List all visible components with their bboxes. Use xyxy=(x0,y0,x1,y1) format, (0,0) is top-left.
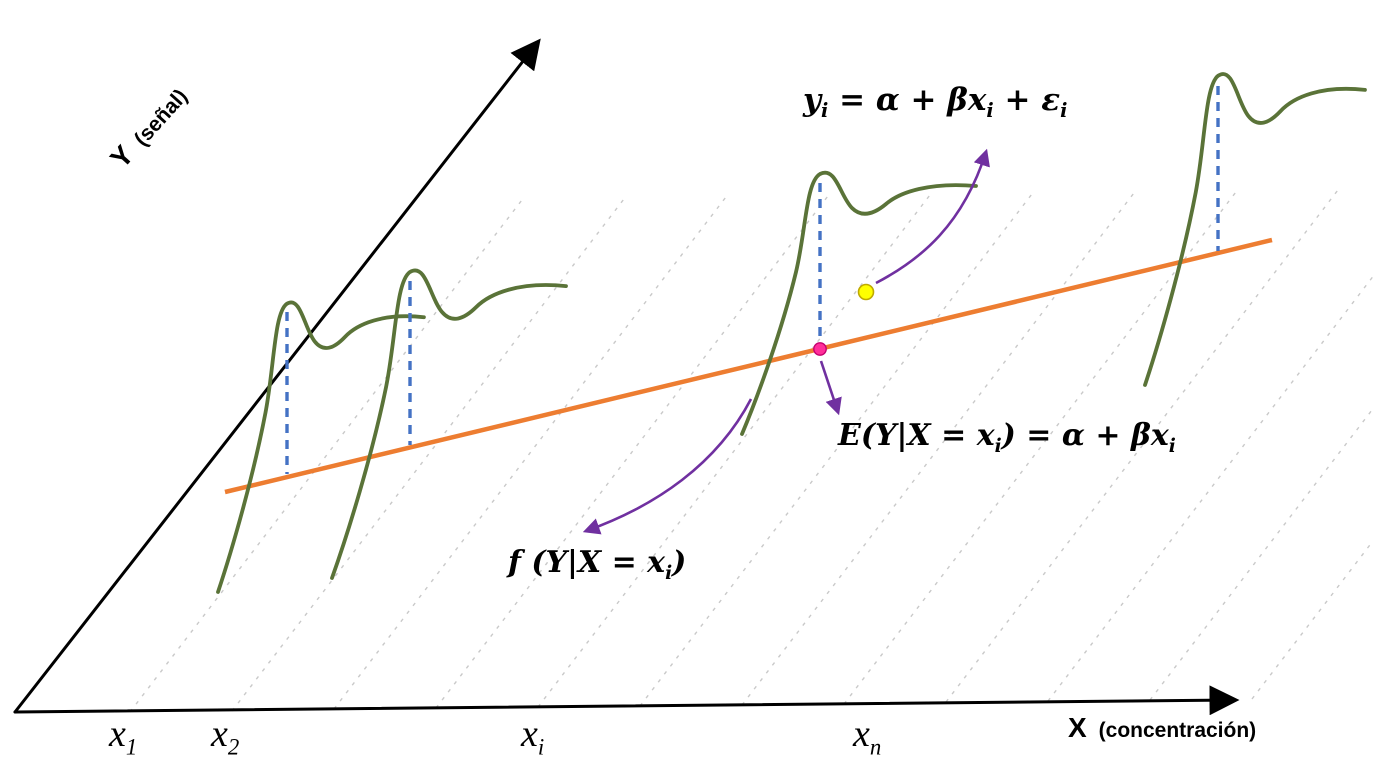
depth-grid-line xyxy=(1251,539,1373,700)
depth-grid-line xyxy=(843,187,1240,705)
arrow-to-mean-formula xyxy=(819,360,842,416)
arrow-to-model-formula xyxy=(875,148,990,285)
observed-point xyxy=(857,283,875,301)
x-axis-subtitle: (concentración) xyxy=(1098,719,1257,742)
depth-grid-line xyxy=(435,191,832,709)
x-axis-line xyxy=(13,685,1240,716)
density-curves xyxy=(218,74,1365,592)
depth-grid-line xyxy=(639,189,1036,707)
x-axis-title: X xyxy=(1068,712,1088,743)
mean-drop-lines xyxy=(285,86,1220,474)
depth-grid-lines xyxy=(129,185,1373,713)
tick-xi: xi xyxy=(521,713,545,760)
depth-grid-line xyxy=(537,190,934,708)
axes xyxy=(13,38,1240,716)
x-axis-label: X (concentración) xyxy=(1068,712,1256,744)
depth-grid-line xyxy=(129,195,526,713)
density-curve-xn xyxy=(1145,74,1365,385)
conditional-mean-formula: E(Y|X = xi) = α + βxi xyxy=(838,418,1176,457)
y-axis-line xyxy=(13,38,541,714)
annotation-arrows xyxy=(582,148,990,535)
density-formula: f (Y|X = xi) xyxy=(508,545,687,584)
depth-grid-line xyxy=(333,192,730,710)
tick-x1: x1 xyxy=(109,713,138,760)
tick-x2: x2 xyxy=(211,713,240,760)
depth-grid-line xyxy=(945,185,1342,703)
depth-grid-line xyxy=(741,188,1138,706)
regression-line xyxy=(224,237,1273,495)
density-curve-x2 xyxy=(332,270,566,578)
arrow-to-density-label xyxy=(582,398,753,535)
model-formula: yi = α + βxi + εi xyxy=(803,82,1068,123)
depth-grid-line xyxy=(231,194,628,712)
tick-xn: xn xyxy=(853,713,882,760)
mean-point xyxy=(813,342,827,356)
